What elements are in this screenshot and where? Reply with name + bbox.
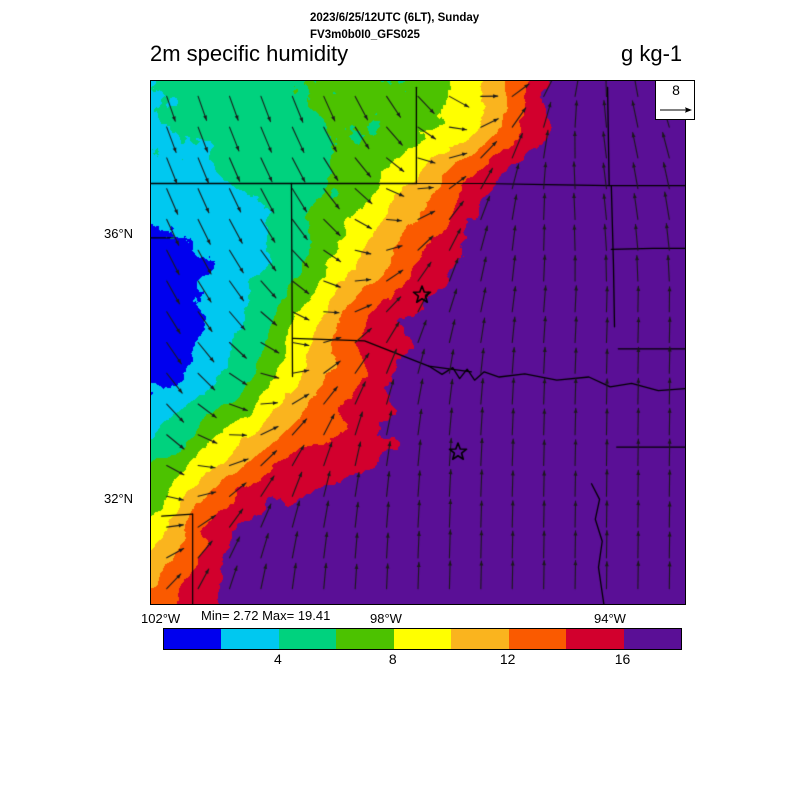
colorbar-swatch-5 (451, 629, 509, 649)
colorbar (163, 628, 682, 650)
colorbar-swatch-3 (336, 629, 394, 649)
wind-key-value: 8 (672, 82, 680, 98)
header-date-line: 2023/6/25/12UTC (6LT), Sunday (310, 12, 480, 24)
colorbar-tick-12: 12 (499, 651, 516, 667)
map-overlay-canvas (151, 81, 685, 604)
axis-label-lon-94: 94°W (594, 611, 626, 626)
map-plot-area (150, 80, 686, 605)
page-title: 2m specific humidity (150, 41, 349, 66)
colorbar-tick-8: 8 (388, 651, 397, 667)
units-label: g kg-1 (621, 41, 683, 66)
header-model-line: FV3m0b0I0_GFS025 (310, 29, 420, 41)
statistics-minmax: Min= 2.72 Max= 19.41 (201, 608, 331, 623)
colorbar-swatch-7 (566, 629, 624, 649)
colorbar-swatch-1 (221, 629, 279, 649)
colorbar-swatch-8 (623, 629, 681, 649)
colorbar-tick-16: 16 (614, 651, 631, 667)
axis-label-lat-36: 36°N (104, 226, 134, 241)
colorbar-swatch-4 (393, 629, 452, 649)
axis-label-lon-102: 102°W (141, 611, 181, 626)
axis-label-lat-32: 32°N (104, 491, 134, 506)
colorbar-tick-4: 4 (273, 651, 282, 667)
axis-label-lon-98: 98°W (370, 611, 402, 626)
colorbar-swatch-2 (278, 629, 337, 649)
wind-reference-arrow (660, 107, 692, 113)
colorbar-swatch-6 (508, 629, 567, 649)
wind-reference-key: 8 (655, 80, 695, 120)
colorbar-swatch-0 (164, 629, 222, 649)
